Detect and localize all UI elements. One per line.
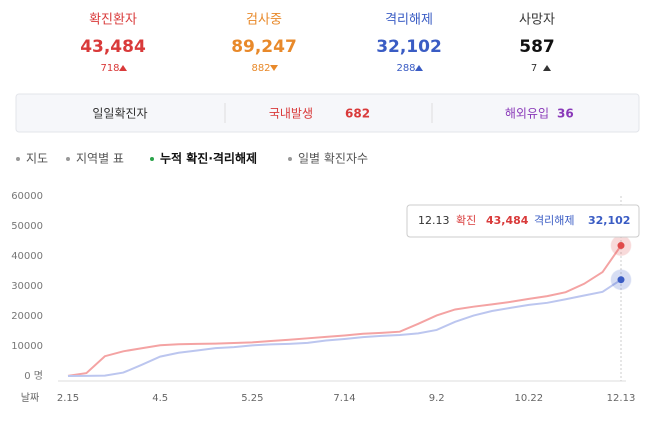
end-point	[617, 276, 625, 284]
x-tick-label: 10.22	[515, 393, 544, 404]
tab-bullet	[288, 157, 292, 161]
daily-box	[15, 93, 640, 133]
stat-change: 288	[396, 63, 415, 74]
tab-bullet	[16, 157, 20, 161]
tab-bullet	[150, 157, 154, 161]
x-tick-label: 4.5	[152, 393, 168, 404]
tab-bullet	[66, 157, 70, 161]
y-tick-label: 60000	[11, 191, 43, 202]
tab[interactable]: 누적 확진·격리해제	[160, 151, 257, 166]
stat-change: 882	[251, 63, 270, 74]
stat-label: 확진환자	[89, 13, 137, 28]
x-tick-label: 12.13	[607, 393, 636, 404]
domestic-label: 국내발생	[269, 107, 313, 121]
stat-value: 89,247	[231, 37, 297, 57]
tab[interactable]: 지역별 표	[76, 152, 124, 166]
y-tick-label: 0 명	[24, 370, 43, 382]
y-tick-label: 10000	[11, 341, 43, 352]
series-line	[67, 244, 622, 377]
x-tick-label: 9.2	[429, 393, 445, 404]
x-axis-label: 날짜	[21, 392, 39, 404]
trend-arrow	[415, 65, 423, 71]
y-tick-label: 30000	[11, 281, 43, 292]
tooltip-confirmed: 43,484	[486, 214, 529, 227]
y-tick-label: 50000	[11, 221, 43, 232]
stat-label: 검사중	[246, 13, 282, 28]
tab[interactable]: 지도	[26, 152, 48, 166]
x-tick-label: 2.15	[57, 393, 79, 404]
tooltip-date: 12.13	[418, 214, 450, 227]
tooltip-released-name: 격리해제	[534, 213, 574, 227]
y-tick-label: 40000	[11, 251, 43, 262]
overseas-label: 해외유입	[505, 107, 549, 121]
series-line	[67, 278, 622, 377]
trend-arrow	[543, 65, 551, 71]
tab[interactable]: 일별 확진자수	[298, 152, 368, 166]
trend-arrow	[119, 65, 127, 71]
y-tick-label: 20000	[11, 311, 43, 322]
stat-value: 43,484	[80, 37, 146, 57]
tooltip-box	[406, 204, 640, 238]
tooltip-confirmed-name: 확진	[456, 214, 476, 227]
stat-label: 사망자	[519, 13, 555, 28]
stat-value: 32,102	[376, 37, 442, 57]
trend-arrow	[270, 65, 278, 71]
daily-title: 일일확진자	[92, 107, 147, 121]
end-point	[617, 242, 625, 250]
stat-label: 격리해제	[385, 13, 433, 28]
stat-change: 718	[100, 63, 119, 74]
tooltip-released: 32,102	[588, 214, 630, 227]
overseas-value: 36	[557, 107, 574, 121]
x-tick-label: 7.14	[333, 393, 355, 404]
x-tick-label: 5.25	[241, 393, 263, 404]
stat-value: 587	[519, 37, 555, 57]
domestic-value: 682	[345, 107, 370, 121]
stat-change: 7	[531, 63, 537, 74]
